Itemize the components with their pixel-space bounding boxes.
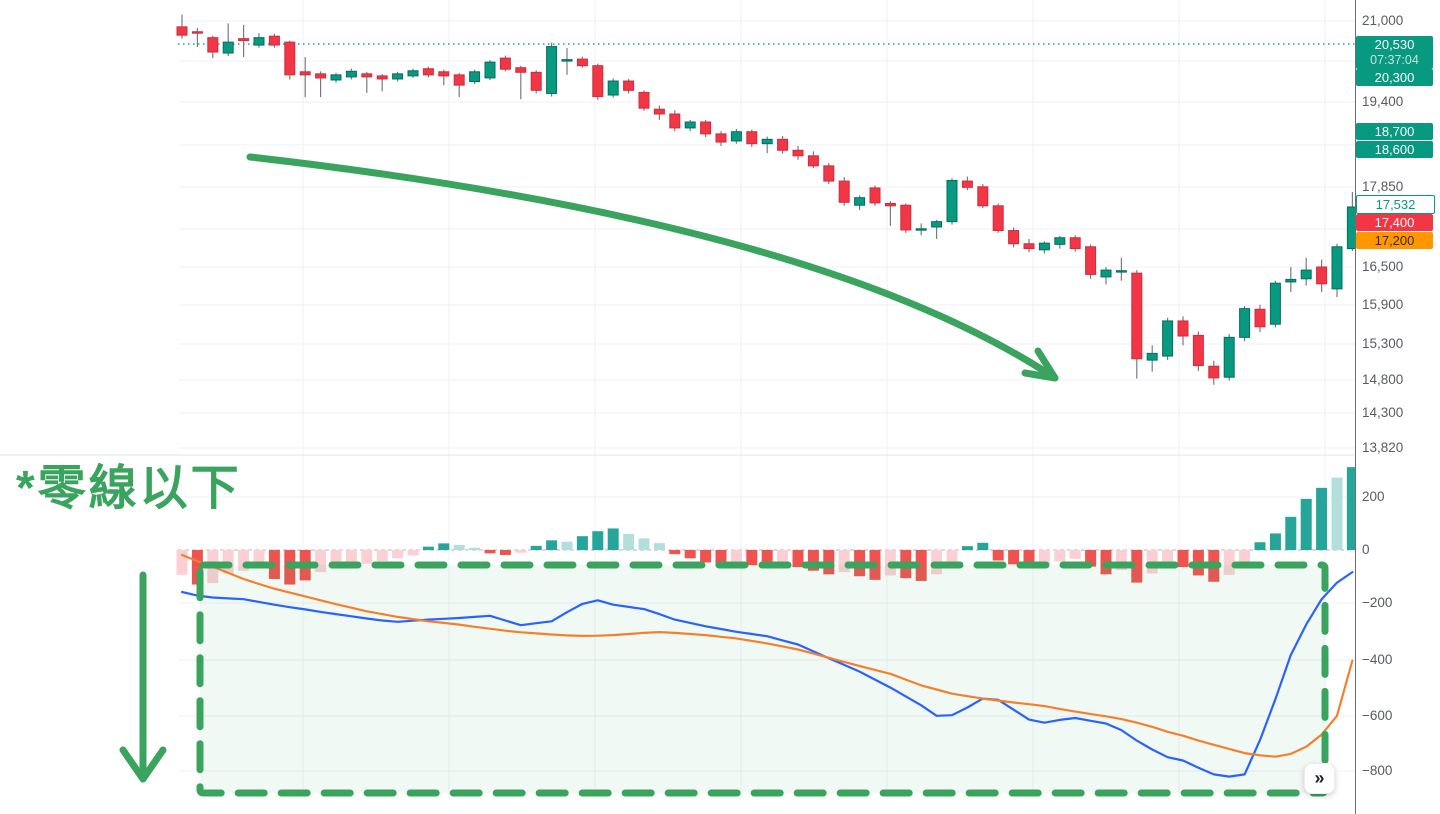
countdown-timer: 07:37:04 — [1370, 53, 1419, 67]
axis-tick-label: −400 — [1362, 652, 1393, 667]
grid — [0, 0, 1355, 799]
signal-line — [180, 553, 1354, 758]
axis-tick-label: 16,500 — [1362, 259, 1404, 274]
macd-line — [180, 571, 1354, 778]
axis-tick-label: −800 — [1362, 763, 1393, 778]
axis-tick-label: 200 — [1362, 489, 1385, 504]
price-badge: 18,700 — [1356, 123, 1433, 140]
axis-tick-label: 14,300 — [1362, 405, 1404, 420]
expand-panel-button[interactable]: » — [1304, 763, 1335, 794]
axis-tick-label: 17,850 — [1362, 179, 1404, 194]
axis-tick-label: 14,800 — [1362, 372, 1404, 387]
axis-tick-label: −200 — [1362, 595, 1393, 610]
axis-tick-label: −600 — [1362, 708, 1393, 723]
axis-tick-label: 21,000 — [1362, 13, 1404, 28]
price-badge: 20,530 07:37:04 — [1356, 36, 1433, 69]
curved-down-arrow[interactable] — [246, 153, 1059, 382]
double-chevron-right-icon: » — [1314, 768, 1325, 788]
price-badge: 18,600 — [1356, 141, 1433, 158]
below-zero-highlight-fill — [200, 565, 1325, 793]
down-arrow[interactable] — [119, 571, 167, 783]
axis-tick-label: 15,300 — [1362, 336, 1404, 351]
axis-tick-label: 0 — [1362, 542, 1370, 557]
axis-tick-label: 13,820 — [1362, 440, 1404, 455]
below-zero-annotation: *零線以下 — [16, 462, 242, 515]
axis-tick-label: 19,400 — [1362, 94, 1404, 109]
candlesticks — [176, 14, 1358, 385]
dashed-highlight-rect[interactable] — [196, 561, 1329, 797]
price-badge: 17,532 — [1356, 195, 1435, 214]
price-badge: 17,200 — [1356, 232, 1433, 249]
price-badge: 20,300 — [1356, 69, 1433, 86]
axis-tick-label: 15,900 — [1362, 297, 1404, 312]
price-badge: 17,400 — [1356, 214, 1433, 231]
